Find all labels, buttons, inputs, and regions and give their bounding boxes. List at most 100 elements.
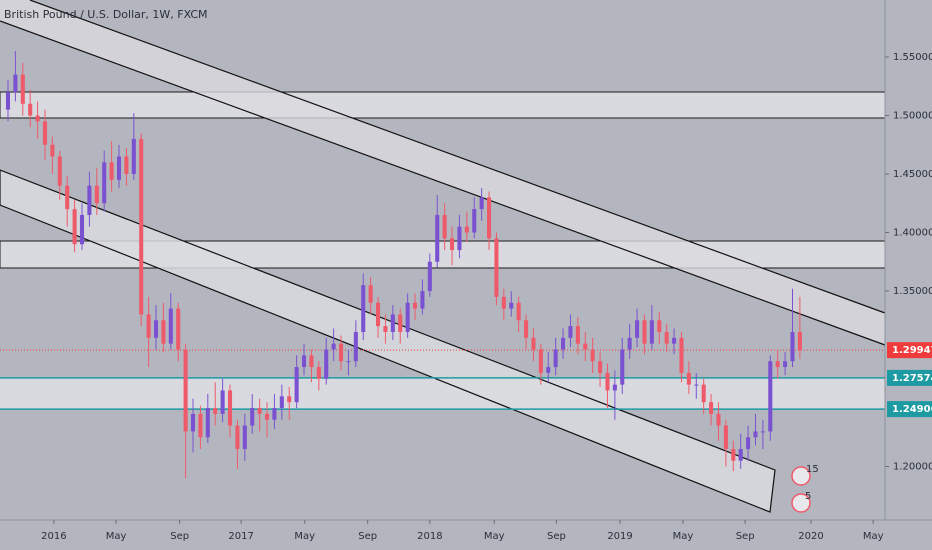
candle-body bbox=[427, 261, 432, 292]
zone bbox=[0, 378, 885, 409]
candle-body bbox=[324, 349, 329, 379]
candle-body bbox=[398, 314, 403, 332]
candle-body bbox=[457, 226, 462, 251]
event-count: 5 bbox=[805, 491, 811, 502]
candle-body bbox=[472, 209, 477, 233]
event-icon[interactable] bbox=[791, 466, 811, 486]
price-tag: 1.29947 bbox=[892, 345, 932, 356]
x-tick-label: 2018 bbox=[417, 531, 442, 542]
candle-body bbox=[672, 337, 677, 344]
candle-body bbox=[190, 413, 196, 432]
candle-body bbox=[435, 214, 440, 262]
candle-body bbox=[220, 390, 225, 414]
candle-body bbox=[590, 349, 595, 362]
candle-body bbox=[760, 431, 765, 433]
candle-body bbox=[487, 197, 492, 239]
x-tick-label: Sep bbox=[547, 531, 566, 542]
candle-body bbox=[738, 448, 743, 461]
candle-body bbox=[575, 326, 580, 344]
x-tick-label: 2017 bbox=[228, 531, 253, 542]
candle-body bbox=[531, 337, 536, 350]
candle-body bbox=[553, 349, 558, 368]
candle-body bbox=[383, 326, 388, 332]
candle-body bbox=[768, 361, 773, 432]
candle-body bbox=[746, 437, 751, 449]
axes: 1.20000 1.35000 1.40000 1.45000 1.50000 1.550… bbox=[41, 52, 932, 542]
candle-body bbox=[287, 396, 292, 403]
candle-body bbox=[361, 285, 366, 332]
candle-body bbox=[605, 372, 610, 391]
candle-body bbox=[5, 92, 11, 110]
candle-body bbox=[686, 372, 691, 385]
candle-body bbox=[316, 367, 321, 379]
candle-body bbox=[561, 337, 566, 350]
channel-line bbox=[29, 0, 886, 314]
candle-body bbox=[183, 349, 188, 432]
candle-body bbox=[664, 331, 669, 344]
candle-body bbox=[176, 308, 181, 350]
candle-body bbox=[65, 185, 70, 210]
chart-title: British Pound / U.S. Dollar, 1W, FXCM bbox=[4, 8, 207, 21]
x-tick-label: May bbox=[673, 531, 694, 542]
candles bbox=[5, 51, 802, 479]
candle-body bbox=[524, 320, 529, 338]
event-icon[interactable] bbox=[791, 493, 811, 513]
y-tick-label: 1.50000 bbox=[893, 110, 932, 121]
price-tag: 1.24906 bbox=[892, 404, 932, 415]
candle-body bbox=[649, 320, 654, 344]
candle-body bbox=[723, 425, 728, 449]
y-tick-label: 1.45000 bbox=[893, 169, 932, 180]
candle-body bbox=[642, 320, 647, 344]
candle-body bbox=[368, 285, 373, 303]
candle-body bbox=[753, 431, 758, 438]
candle-body bbox=[102, 162, 107, 204]
candle-body bbox=[583, 343, 588, 350]
candle-body bbox=[376, 302, 381, 327]
candle-body bbox=[413, 302, 418, 309]
candle-body bbox=[28, 103, 33, 116]
candle-body bbox=[109, 162, 114, 180]
candle-body bbox=[161, 320, 166, 344]
candle-body bbox=[346, 361, 351, 363]
candle-body bbox=[657, 320, 662, 332]
price-lines bbox=[0, 349, 885, 410]
candle-body bbox=[87, 185, 92, 215]
candle-body bbox=[612, 384, 617, 391]
candle-body bbox=[242, 425, 247, 449]
candle-body bbox=[516, 302, 521, 321]
candle-body bbox=[146, 314, 151, 338]
candle-body bbox=[797, 331, 802, 351]
x-tick-label: Sep bbox=[358, 531, 377, 542]
candle-body bbox=[731, 448, 736, 461]
channel bbox=[0, 0, 885, 345]
event-count: 15 bbox=[806, 464, 819, 475]
candle-body bbox=[694, 384, 699, 386]
candle-body bbox=[139, 138, 144, 315]
candle-body bbox=[464, 226, 469, 233]
candle-body bbox=[627, 337, 632, 350]
candle-body bbox=[420, 291, 425, 309]
candle-body bbox=[479, 197, 484, 210]
candle-body bbox=[94, 185, 99, 204]
x-tick-label: May bbox=[294, 531, 315, 542]
candle-body bbox=[450, 238, 455, 251]
candle-body bbox=[309, 355, 314, 368]
candle-body bbox=[620, 349, 625, 385]
candle-body bbox=[79, 214, 85, 245]
candle-body bbox=[257, 408, 262, 414]
price-tag-bg bbox=[887, 401, 932, 418]
channel bbox=[0, 169, 776, 513]
candle-body bbox=[72, 209, 77, 245]
candle-body bbox=[227, 390, 233, 426]
candle-body bbox=[709, 402, 714, 414]
candle-body bbox=[264, 413, 270, 420]
x-tick-label: 2016 bbox=[41, 531, 66, 542]
candle-body bbox=[494, 238, 499, 297]
x-tick-label: May bbox=[484, 531, 505, 542]
candle-body bbox=[546, 367, 551, 373]
candle-body bbox=[294, 367, 299, 403]
x-tick-label: 2019 bbox=[607, 531, 632, 542]
candle-body bbox=[331, 343, 336, 350]
candle-body bbox=[501, 296, 506, 309]
